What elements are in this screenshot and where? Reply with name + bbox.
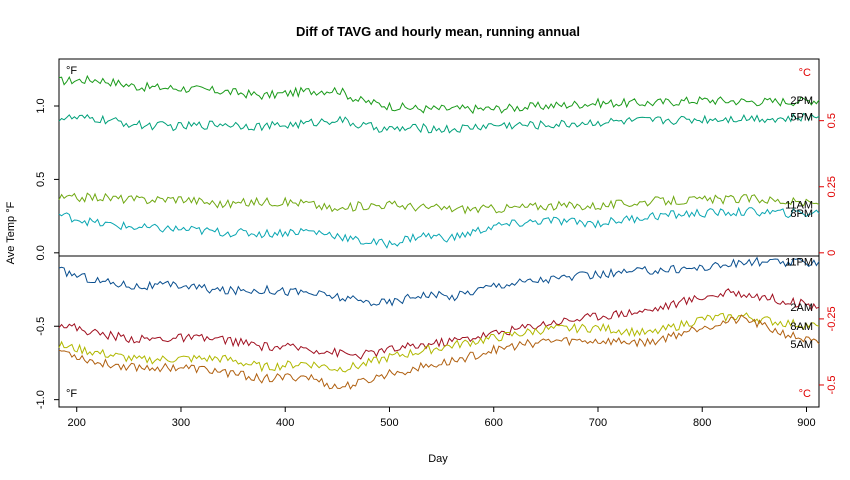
y-tick-label: -1.0 — [35, 390, 47, 409]
x-tick-label: 800 — [693, 417, 711, 429]
x-tick-label: 600 — [485, 417, 503, 429]
series-line — [58, 206, 820, 249]
x-axis: 200 300 400 500 600 700 800 900 — [68, 407, 816, 429]
y-right-tick-label: -0.25 — [826, 306, 838, 331]
y-tick-label: 0.0 — [35, 245, 47, 260]
series-line — [58, 256, 820, 307]
series-label: 5PM — [790, 111, 813, 123]
series-line — [58, 288, 820, 360]
y-axis-label: Ave Temp °F — [5, 201, 17, 264]
x-tick-label: 300 — [172, 417, 190, 429]
series-label: 2PM — [790, 95, 813, 107]
series-line — [58, 312, 820, 373]
x-axis-label: Day — [428, 453, 448, 465]
x-tick-label: 900 — [797, 417, 815, 429]
y-right-tick-label: 0 — [826, 250, 838, 256]
y-axis-left: -1.0 -0.5 0.0 0.5 1.0 — [35, 98, 59, 409]
y-tick-label: 0.5 — [35, 172, 47, 187]
series-label: 11AM — [785, 199, 813, 211]
unit-label-right-top: °C — [799, 67, 811, 79]
x-tick-label: 400 — [276, 417, 294, 429]
unit-label-right-bottom: °C — [799, 388, 811, 400]
y-tick-label: 1.0 — [35, 98, 47, 113]
y-tick-label: -0.5 — [35, 317, 47, 336]
chart-title: Diff of TAVG and hourly mean, running an… — [296, 24, 580, 39]
series-label: 8AM — [790, 321, 813, 333]
y-axis-right: -0.5 -0.25 0 0.25 0.5 — [819, 113, 838, 394]
plot-frame — [58, 58, 820, 408]
series-line — [58, 192, 820, 215]
series-line — [58, 314, 820, 390]
x-tick-label: 500 — [380, 417, 398, 429]
x-tick-label: 200 — [68, 417, 86, 429]
x-tick-label: 700 — [589, 417, 607, 429]
y-right-tick-label: -0.5 — [826, 375, 838, 394]
y-right-tick-label: 0.25 — [826, 176, 838, 197]
series-label: 11PM — [785, 257, 813, 269]
unit-label-left-bottom: °F — [66, 388, 77, 400]
series-layer — [58, 74, 820, 390]
series-line — [58, 112, 820, 134]
series-label: 8PM — [790, 208, 813, 220]
series-line — [58, 74, 820, 115]
series-label: 2AM — [790, 302, 813, 314]
y-right-tick-label: 0.5 — [826, 113, 838, 128]
unit-label-left-top: °F — [66, 65, 77, 77]
series-label: 5AM — [790, 339, 813, 351]
